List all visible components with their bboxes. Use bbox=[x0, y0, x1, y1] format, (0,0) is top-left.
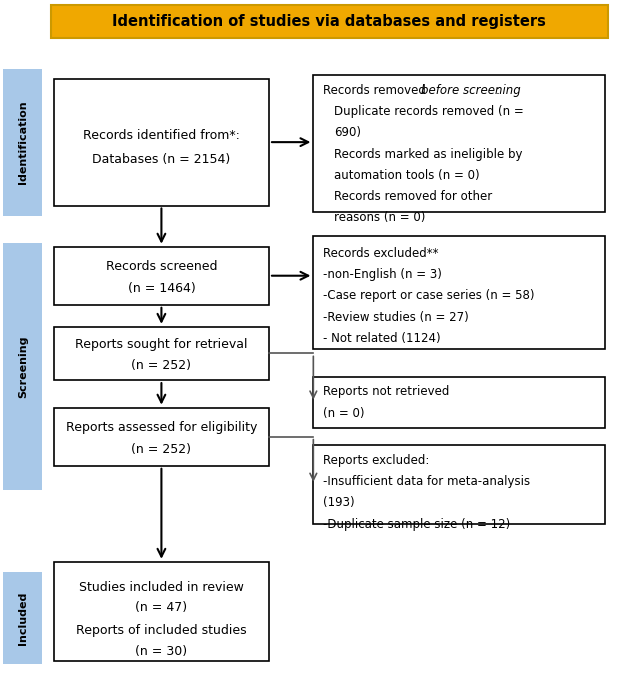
Text: automation tools (n = 0): automation tools (n = 0) bbox=[334, 169, 480, 182]
Text: -Review studies (n = 27): -Review studies (n = 27) bbox=[323, 311, 468, 323]
Text: Records marked as ineligible by: Records marked as ineligible by bbox=[334, 148, 523, 160]
Text: (n = 1464): (n = 1464) bbox=[127, 282, 196, 295]
Text: Records identified from*:: Records identified from*: bbox=[83, 129, 240, 142]
Text: Databases (n = 2154): Databases (n = 2154) bbox=[92, 153, 230, 166]
Text: :: : bbox=[496, 84, 499, 97]
Text: (n = 30): (n = 30) bbox=[135, 645, 187, 658]
Text: Identification of studies via databases and registers: Identification of studies via databases … bbox=[112, 14, 546, 29]
Text: (n = 0): (n = 0) bbox=[323, 407, 365, 419]
Text: before screening: before screening bbox=[421, 84, 521, 97]
FancyBboxPatch shape bbox=[54, 408, 269, 466]
FancyBboxPatch shape bbox=[54, 562, 269, 661]
Text: Included: Included bbox=[18, 592, 28, 645]
Text: Reports not retrieved: Reports not retrieved bbox=[323, 386, 449, 398]
Text: Records excluded**: Records excluded** bbox=[323, 247, 438, 260]
Text: (n = 47): (n = 47) bbox=[135, 601, 187, 614]
Text: reasons (n = 0): reasons (n = 0) bbox=[334, 212, 425, 224]
Text: - Not related (1124): - Not related (1124) bbox=[323, 332, 441, 345]
Text: -Insufficient data for meta-analysis: -Insufficient data for meta-analysis bbox=[323, 475, 530, 488]
FancyBboxPatch shape bbox=[3, 243, 42, 490]
Text: Identification: Identification bbox=[18, 100, 28, 184]
Text: Reports sought for retrieval: Reports sought for retrieval bbox=[75, 338, 248, 351]
Text: (193): (193) bbox=[323, 497, 354, 509]
Text: Reports excluded:: Reports excluded: bbox=[323, 454, 429, 466]
Text: (n = 252): (n = 252) bbox=[132, 443, 191, 456]
FancyBboxPatch shape bbox=[313, 75, 605, 212]
FancyBboxPatch shape bbox=[54, 79, 269, 206]
Text: Records removed: Records removed bbox=[323, 84, 429, 97]
Text: -Case report or case series (n = 58): -Case report or case series (n = 58) bbox=[323, 290, 534, 302]
Text: Screening: Screening bbox=[18, 335, 28, 398]
FancyBboxPatch shape bbox=[54, 327, 269, 380]
Text: (n = 252): (n = 252) bbox=[132, 360, 191, 372]
Text: Reports of included studies: Reports of included studies bbox=[76, 624, 247, 637]
Text: -non-English (n = 3): -non-English (n = 3) bbox=[323, 269, 442, 281]
FancyBboxPatch shape bbox=[51, 5, 608, 38]
FancyBboxPatch shape bbox=[54, 247, 269, 305]
FancyBboxPatch shape bbox=[313, 377, 605, 428]
Text: Duplicate records removed (n =: Duplicate records removed (n = bbox=[334, 105, 524, 118]
Text: Records screened: Records screened bbox=[106, 260, 217, 273]
FancyBboxPatch shape bbox=[3, 68, 42, 216]
FancyBboxPatch shape bbox=[313, 445, 605, 524]
FancyBboxPatch shape bbox=[313, 236, 605, 349]
Text: Reports assessed for eligibility: Reports assessed for eligibility bbox=[66, 421, 257, 434]
Text: Records removed for other: Records removed for other bbox=[334, 190, 492, 203]
FancyBboxPatch shape bbox=[3, 572, 42, 664]
Text: -Duplicate sample size (n = 12): -Duplicate sample size (n = 12) bbox=[323, 518, 510, 530]
Text: 690): 690) bbox=[334, 127, 361, 139]
Text: Studies included in review: Studies included in review bbox=[79, 581, 244, 594]
